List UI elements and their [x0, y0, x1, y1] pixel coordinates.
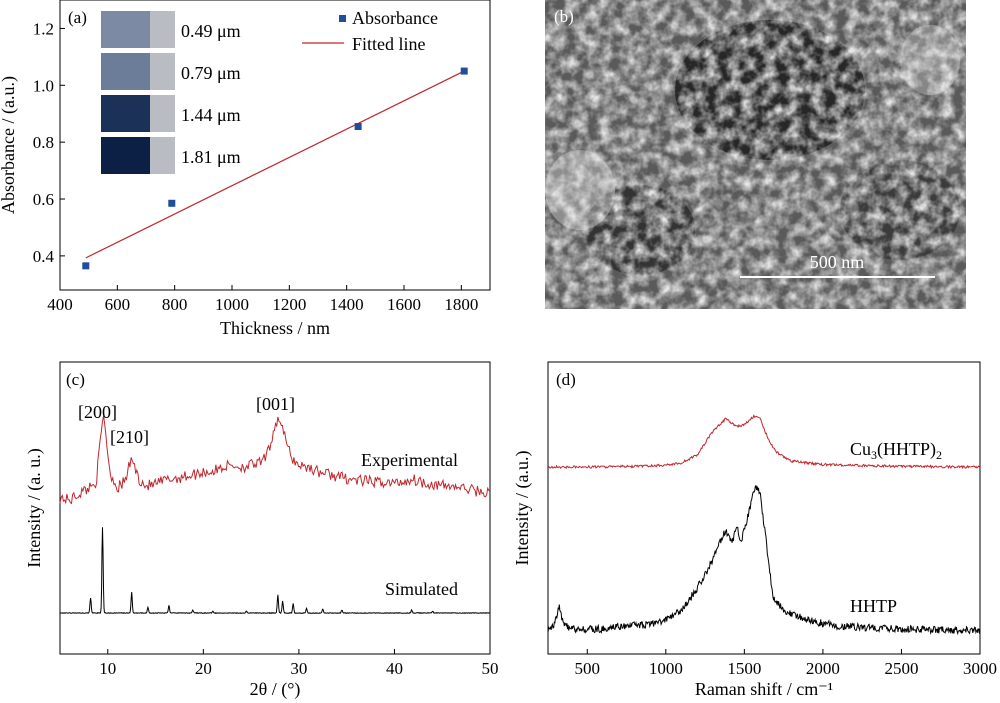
thumbnail-label: 0.79 μm: [181, 63, 241, 83]
thumbnail-group: 0.49 μm 0.79 μm 1.44 μm 1.81 μm: [101, 11, 241, 174]
x-tick-label: 2500: [884, 659, 918, 678]
y-tick-label: 1.2: [33, 19, 54, 38]
y-tick-label: 0.8: [33, 133, 54, 152]
thumbnail-label: 0.49 μm: [181, 21, 241, 41]
legend-label-absorbance: Absorbance: [352, 8, 438, 28]
thumbnail-label: 1.44 μm: [181, 105, 241, 125]
x-tick-label: 1000: [649, 659, 683, 678]
panel-a-y-axis-label: Absorbance / (a.u.): [0, 76, 19, 214]
x-tick-label: 40: [386, 659, 403, 678]
panel-d-frame: [547, 361, 981, 655]
panel-d-y-axis-label: Intensity / (a.u.): [512, 451, 533, 566]
x-tick-label: 30: [290, 659, 307, 678]
x-tick-label: 2000: [806, 659, 840, 678]
panel-a-marks: [82, 67, 468, 270]
film-thumbnail-substrate: [150, 11, 175, 48]
panel-d-axes-ticks: 500 1000 1500 2000 2500 3000: [575, 649, 997, 678]
film-thumbnail-substrate: [150, 95, 175, 132]
panel-b-label: (b): [554, 7, 574, 26]
absorbance-point: [168, 199, 176, 207]
legend-label-fitted-line: Fitted line: [352, 34, 426, 54]
legend-marker-absorbance: [339, 15, 346, 22]
panel-a-axes-ticks: 400 600 800 1000 1200 1400 1600 1800 0.4 0.6 0.8 1.…: [33, 19, 479, 314]
x-tick-label: 400: [47, 295, 73, 314]
panel-c-xrd-chart: (c) 10 20 30 40 50 [200] [210] [001] Experim…: [24, 361, 499, 700]
panel-b-sem-image: (b) 500 nm: [545, 0, 966, 309]
x-tick-label: 1600: [387, 295, 421, 314]
x-tick-label: 500: [575, 659, 601, 678]
x-tick-label: 800: [162, 295, 188, 314]
thumbnail-label: 1.81 μm: [181, 147, 241, 167]
x-tick-label: 600: [105, 295, 131, 314]
film-thumbnail-substrate: [150, 53, 175, 90]
panel-d-label: (d): [556, 370, 576, 389]
film-thumbnail-substrate: [150, 137, 175, 174]
series-label-simulated: Simulated: [385, 579, 458, 599]
hhtp-series-line: [547, 485, 981, 636]
x-tick-label: 1000: [215, 295, 249, 314]
panel-d-marks: [547, 414, 981, 636]
film-thumbnail: [101, 11, 150, 48]
simulated-series-line: [59, 527, 491, 615]
film-thumbnail: [101, 53, 150, 90]
x-tick-label: 1800: [444, 295, 478, 314]
cu3-hhtp2-series-line: [547, 414, 981, 470]
absorbance-point: [82, 262, 90, 270]
x-tick-label: 1500: [727, 659, 761, 678]
y-tick-label: 0.6: [33, 190, 54, 209]
peak-label-001: [001]: [256, 394, 295, 414]
fitted-line: [85, 70, 465, 259]
panel-a-frame: [59, 0, 491, 291]
panel-a-x-axis-label: Thickness / nm: [220, 318, 330, 338]
panel-a-legend: Absorbance Fitted line: [302, 8, 438, 54]
experimental-series-line: [59, 415, 491, 505]
panel-a-label: (a): [68, 8, 87, 27]
panel-c-axes-ticks: 10 20 30 40 50: [99, 649, 499, 678]
panel-c-marks: [59, 415, 491, 615]
x-tick-label: 10: [99, 659, 116, 678]
panel-d-x-axis-label: Raman shift / cm⁻¹: [695, 679, 833, 699]
panel-c-y-axis-label: Intensity / (a. u.): [24, 448, 45, 567]
series-label-cu3-hhtp2: Cu3(HHTP)2: [850, 439, 942, 462]
sem-texture: [545, 0, 966, 309]
scale-bar-label: 500 nm: [810, 252, 865, 272]
film-thumbnail: [101, 137, 150, 174]
panel-c-frame: [59, 361, 491, 655]
y-tick-label: 0.4: [33, 247, 55, 266]
x-tick-label: 3000: [963, 659, 997, 678]
sem-bright-cluster: [900, 25, 960, 95]
panel-c-x-axis-label: 2θ / (°): [250, 679, 301, 700]
series-label-hhtp: HHTP: [850, 596, 897, 616]
panel-c-label: (c): [66, 370, 85, 389]
panel-d-raman-chart: (d) 500 1000 1500 2000 2500 3000 Cu3(HHTP)2 H…: [512, 361, 997, 699]
sem-bright-cluster: [545, 150, 615, 230]
peak-label-200: [200]: [78, 402, 117, 422]
x-tick-label: 50: [482, 659, 499, 678]
y-tick-label: 1.0: [33, 76, 54, 95]
panel-a-absorbance-chart: (a) 0.49 μm 0.79 μm 1.44 μm 1.81 μm 400 600 8…: [0, 0, 491, 338]
film-thumbnail: [101, 95, 150, 132]
peak-label-210: [210]: [110, 427, 149, 447]
x-tick-label: 1200: [272, 295, 306, 314]
series-label-experimental: Experimental: [361, 450, 458, 470]
x-tick-label: 20: [195, 659, 212, 678]
absorbance-point: [460, 67, 468, 75]
x-tick-label: 1400: [330, 295, 364, 314]
absorbance-point: [354, 123, 362, 131]
